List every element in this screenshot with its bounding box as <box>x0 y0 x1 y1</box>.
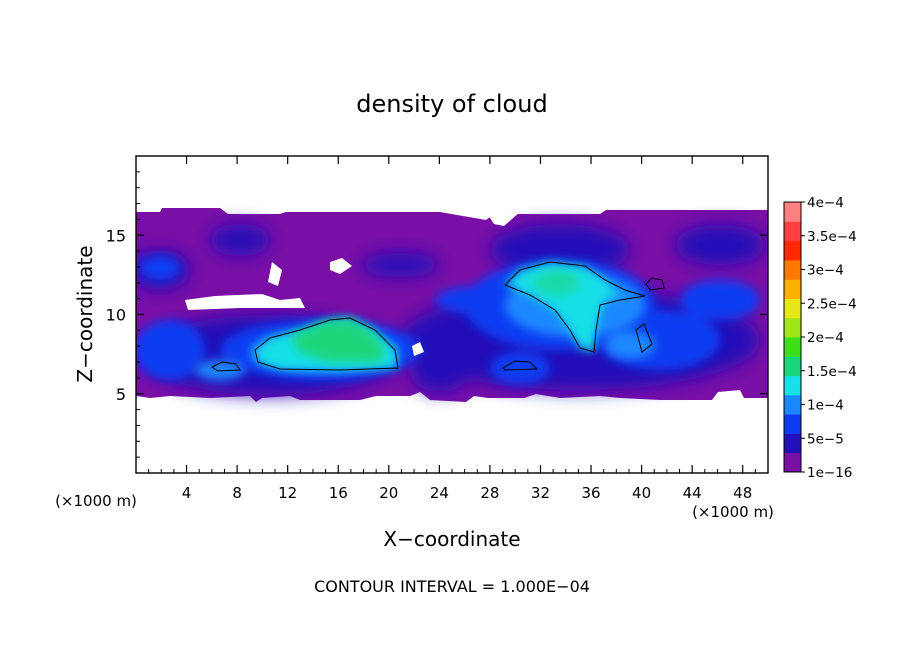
contour-left <box>254 317 399 371</box>
y-axis-label: Z−coordinate <box>73 245 97 382</box>
colorbar-swatch <box>784 375 801 396</box>
x-tick-label: 12 <box>278 484 297 502</box>
colorbar-label: 1e−16 <box>807 465 852 481</box>
x-axis-label: X−coordinate <box>383 527 520 551</box>
colorbar-swatch <box>784 433 801 454</box>
colorbar-label: 3.5e−4 <box>807 229 857 245</box>
core-green-left <box>290 320 385 362</box>
contour-interval-footer: CONTOUR INTERVAL = 1.000E−04 <box>314 577 590 596</box>
colorbar-swatch <box>784 317 801 338</box>
y-tick-label: 15 <box>106 226 126 245</box>
x-tick-label: 16 <box>329 484 348 502</box>
density-field <box>136 208 768 402</box>
x-tick-label: 40 <box>632 484 651 502</box>
colorbar-label: 2.5e−4 <box>807 296 857 312</box>
cloud-gaps <box>185 212 520 356</box>
colorbar-swatch <box>784 394 801 415</box>
colorbar-label: 2e−4 <box>807 330 844 346</box>
x-tick-label: 20 <box>379 484 398 502</box>
x-unit-label-right: (×1000 m) <box>692 503 774 521</box>
x-tick-label: 8 <box>232 484 242 502</box>
x-tick-label: 36 <box>581 484 600 502</box>
colorbar-swatch <box>784 279 801 299</box>
colorbar-swatch <box>784 298 801 319</box>
colorbar-swatch <box>784 452 801 473</box>
x-tick-label: 28 <box>480 484 499 502</box>
colorbar-swatch <box>784 221 801 242</box>
colorbar-swatch <box>784 356 801 377</box>
contour-small-d <box>635 323 653 353</box>
x-tick-label: 4 <box>182 484 192 502</box>
contour-small-a <box>211 361 241 372</box>
colorbar-swatch <box>784 202 801 222</box>
x-tick-label: 44 <box>683 484 702 502</box>
x-unit-label-left: (×1000 m) <box>55 492 137 510</box>
colorbar-label: 5e−5 <box>807 431 844 447</box>
x-tick-label: 48 <box>733 484 752 502</box>
contour-small-b <box>502 360 539 371</box>
colorbar-label: 3e−4 <box>807 263 844 279</box>
colorbar: 1e−16 5e−5 1e−4 1.5e−4 2e−4 2.5e−4 3e−4 3.5e−4 4… <box>783 195 857 481</box>
y-tick-label: 10 <box>106 306 126 325</box>
colorbar-label: 4e−4 <box>807 195 844 211</box>
y-tick-label: 5 <box>116 385 126 404</box>
contour-right <box>504 261 646 353</box>
colorbar-swatch <box>784 259 801 280</box>
colorbar-swatch <box>784 337 801 357</box>
core-green-right <box>530 270 580 296</box>
x-tick-label: 24 <box>430 484 449 502</box>
chart-title: density of cloud <box>356 90 547 118</box>
colorbar-label: 1.5e−4 <box>807 364 857 380</box>
colorbar-swatch <box>784 240 801 261</box>
contour-small-c <box>645 277 665 291</box>
colorbar-label: 1e−4 <box>807 398 844 414</box>
colorbar-swatch <box>784 414 801 434</box>
x-tick-label: 32 <box>531 484 550 502</box>
